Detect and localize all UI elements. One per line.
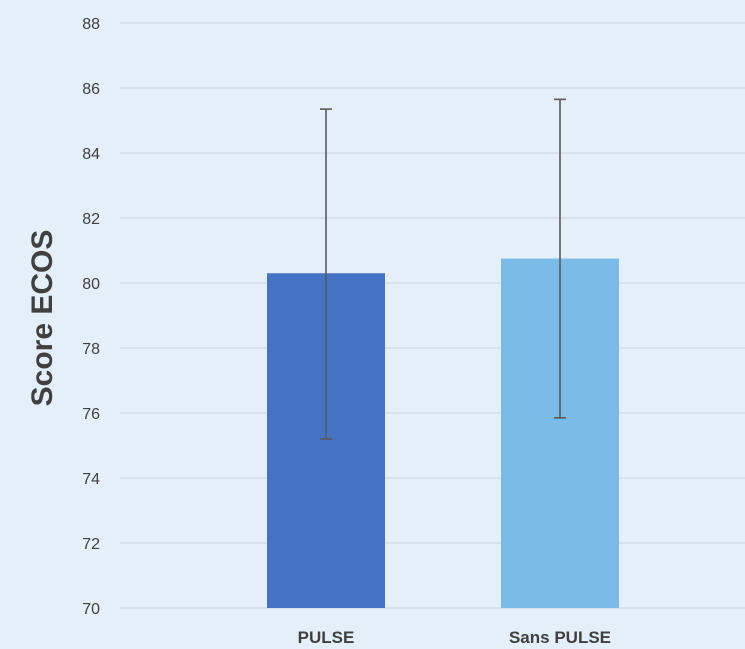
x-axis-category-labels: PULSE Sans PULSE bbox=[298, 628, 611, 647]
y-tick-label-70: 70 bbox=[82, 601, 100, 618]
y-tick-label-72: 72 bbox=[82, 536, 100, 553]
y-tick-label-74: 74 bbox=[82, 471, 100, 488]
bars bbox=[267, 258, 619, 608]
y-tick-label-82: 82 bbox=[82, 211, 100, 228]
y-axis-title: Score ECOS bbox=[26, 230, 59, 407]
y-tick-label-84: 84 bbox=[82, 146, 100, 163]
error-bars bbox=[320, 98, 566, 440]
y-tick-label-80: 80 bbox=[82, 276, 100, 293]
gridlines bbox=[120, 22, 745, 609]
y-tick-label-88: 88 bbox=[82, 16, 100, 33]
x-category-label-sans-pulse: Sans PULSE bbox=[509, 628, 611, 647]
y-tick-label-78: 78 bbox=[82, 341, 100, 358]
x-category-label-pulse: PULSE bbox=[298, 628, 355, 647]
y-axis-tick-labels: 70 72 74 76 78 80 82 84 86 88 bbox=[82, 16, 100, 618]
y-tick-label-76: 76 bbox=[82, 406, 100, 423]
y-tick-label-86: 86 bbox=[82, 81, 100, 98]
